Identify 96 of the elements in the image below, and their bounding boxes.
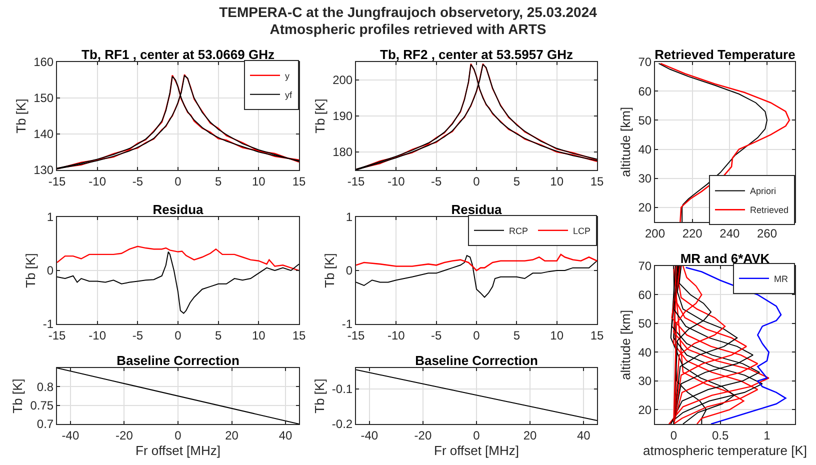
y-axis-title: Tb [K] bbox=[10, 378, 26, 414]
x-tick-label: -20 bbox=[116, 428, 134, 442]
x-tick-label: -20 bbox=[414, 428, 432, 442]
chart-title: Residua bbox=[152, 202, 204, 217]
x-tick-label: -15 bbox=[347, 174, 365, 188]
x-tick-label: 5 bbox=[214, 328, 222, 342]
x-tick-label: 10 bbox=[252, 328, 266, 342]
y-tick-label: 0.75 bbox=[30, 398, 54, 413]
x-tick-label: -10 bbox=[88, 174, 106, 188]
legend-label: Apriori bbox=[750, 186, 776, 196]
chart-title: Retrieved Temperature bbox=[654, 47, 796, 62]
x-tick-label: 240 bbox=[720, 226, 740, 240]
x-tick-label: 5 bbox=[513, 174, 520, 188]
y-axis-title: Tb [K] bbox=[14, 98, 29, 134]
y-tick-label: 1 bbox=[346, 210, 353, 224]
chart-title: Residua bbox=[451, 202, 503, 217]
legend-label: Retrieved bbox=[750, 205, 789, 216]
y-tick-label: 30 bbox=[638, 172, 652, 186]
x-tick-label: 0 bbox=[473, 174, 480, 188]
x-tick-label: 0 bbox=[174, 328, 182, 342]
y-tick-label: 1 bbox=[46, 210, 54, 224]
x-tick-label: 0 bbox=[174, 428, 182, 442]
x-tick-label: 0 bbox=[473, 328, 480, 342]
x-tick-label: 10 bbox=[252, 174, 266, 188]
x-tick-label: 5 bbox=[513, 328, 520, 342]
y-axis-title: Tb [K] bbox=[312, 98, 328, 134]
y-tick-label: 20 bbox=[638, 200, 652, 215]
y-tick-label: 50 bbox=[638, 113, 652, 128]
x-tick-label: 15 bbox=[292, 174, 306, 188]
x-tick-label: 5 bbox=[214, 174, 222, 188]
y-axis-title: Tb [K] bbox=[22, 253, 38, 288]
y-tick-label: -0.2 bbox=[332, 417, 353, 432]
x-tick-label: 0 bbox=[473, 428, 480, 442]
y-axis-title: Tb [K] bbox=[322, 253, 337, 288]
x-tick-label: -5 bbox=[132, 174, 144, 188]
x-tick-label: -10 bbox=[88, 328, 106, 342]
x-tick-label: 20 bbox=[225, 428, 239, 442]
x-tick-label: -5 bbox=[430, 328, 442, 342]
y-tick-label: 60 bbox=[638, 288, 652, 302]
x-tick-label: -10 bbox=[388, 328, 406, 342]
x-tick-label: 20 bbox=[523, 428, 538, 442]
x-tick-label: -40 bbox=[360, 428, 378, 442]
y-axis-title: Tb [K] bbox=[312, 378, 327, 414]
y-tick-label: 160 bbox=[34, 55, 54, 70]
y-tick-label: 190 bbox=[332, 109, 353, 124]
chart-title: Tb, RF1 , center at 53.0669 GHz bbox=[82, 47, 275, 62]
x-tick-label: -10 bbox=[388, 174, 406, 188]
chart-title: MR and 6*AVK bbox=[680, 251, 770, 266]
x-tick-label: 220 bbox=[682, 226, 703, 240]
x-tick-label: -5 bbox=[430, 174, 442, 188]
y-tick-label: 70 bbox=[638, 55, 652, 70]
y-tick-label: 0 bbox=[346, 264, 353, 278]
y-tick-label: 200 bbox=[332, 73, 353, 88]
y-axis-title: altitude [km] bbox=[618, 310, 634, 380]
x-axis-title: Fr offset [MHz] bbox=[434, 443, 519, 458]
x-tick-label: 0 bbox=[174, 174, 182, 188]
legend-label: yf bbox=[285, 90, 292, 100]
x-tick-label: 10 bbox=[550, 328, 564, 342]
x-tick-label: -5 bbox=[132, 328, 144, 342]
y-tick-label: 70 bbox=[638, 259, 652, 274]
x-tick-label: 0.5 bbox=[712, 428, 729, 442]
x-tick-label: 260 bbox=[756, 226, 778, 240]
y-axis-title: altitude [km] bbox=[618, 106, 634, 178]
y-tick-label: 40 bbox=[638, 345, 652, 360]
y-tick-label: 60 bbox=[638, 84, 652, 98]
x-axis-title: atmospheric temperature [K] bbox=[642, 443, 808, 458]
y-tick-label: 30 bbox=[638, 374, 652, 388]
y-tick-label: 50 bbox=[638, 316, 652, 331]
legend-label: RCP bbox=[509, 226, 528, 236]
x-tick-label: -40 bbox=[62, 428, 80, 442]
text: TEMPERA-C at the Jungfraujoch observetory, 25.03.2024 bbox=[218, 4, 598, 21]
y-tick-label: -0.1 bbox=[332, 382, 353, 396]
legend-label: y bbox=[285, 70, 290, 81]
x-tick-label: 15 bbox=[590, 328, 604, 342]
y-tick-label: 20 bbox=[638, 402, 652, 417]
text: Atmospheric profiles retrieved with ARTS bbox=[268, 21, 548, 38]
x-tick-label: 40 bbox=[278, 428, 293, 442]
x-axis-title: Fr offset [MHz] bbox=[136, 443, 220, 458]
y-tick-label: 150 bbox=[34, 91, 54, 106]
y-tick-label: 140 bbox=[34, 127, 54, 142]
y-tick-label: 0 bbox=[46, 264, 54, 278]
y-tick-label: 0.8 bbox=[36, 380, 54, 394]
legend-label: MR bbox=[774, 274, 788, 284]
legend-label: LCP bbox=[573, 226, 591, 236]
x-tick-label: 15 bbox=[292, 328, 306, 342]
chart-title: Tb, RF2 , center at 53.5957 GHz bbox=[380, 47, 574, 62]
y-tick-label: 180 bbox=[332, 145, 353, 160]
x-tick-label: 40 bbox=[576, 428, 591, 442]
x-tick-label: 1 bbox=[764, 428, 771, 442]
chart-title: Baseline Correction bbox=[415, 353, 538, 368]
x-tick-label: 0 bbox=[670, 428, 678, 442]
y-tick-label: 0.7 bbox=[36, 417, 54, 432]
x-tick-label: 15 bbox=[590, 174, 604, 188]
x-tick-label: 10 bbox=[550, 174, 564, 188]
chart-title: Baseline Correction bbox=[116, 353, 240, 368]
y-tick-label: 40 bbox=[638, 142, 652, 156]
